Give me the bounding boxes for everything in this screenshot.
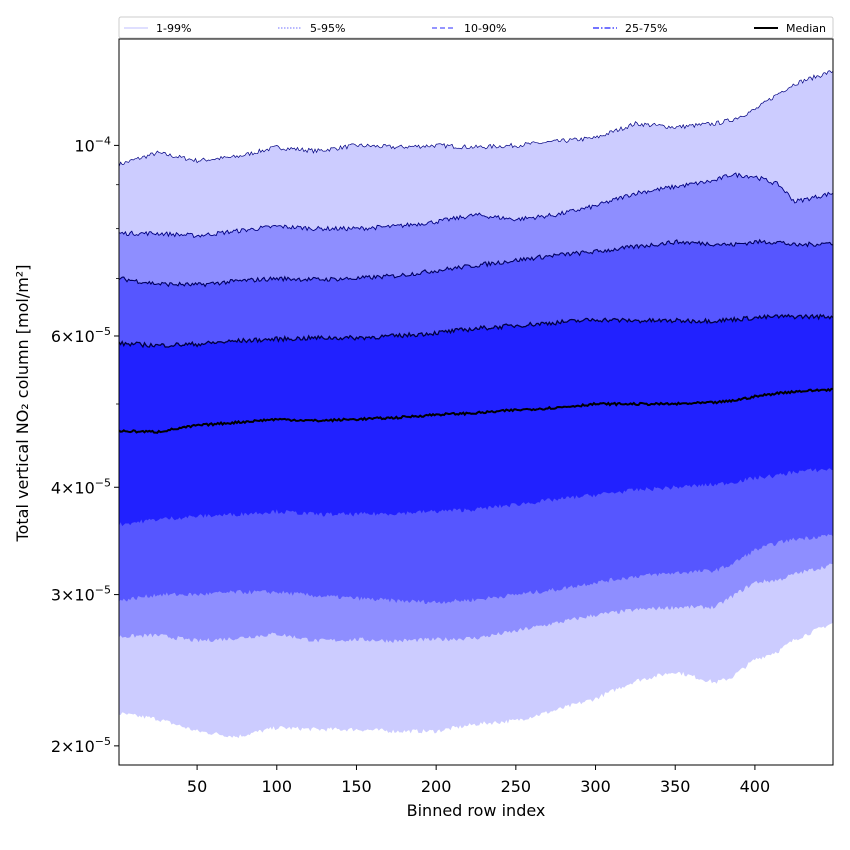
band-upper-line-1-99% bbox=[119, 70, 833, 167]
x-tick-label: 100 bbox=[262, 777, 293, 796]
legend-label: 5-95% bbox=[310, 22, 345, 35]
x-tick-label: 350 bbox=[660, 777, 691, 796]
legend-label: Median bbox=[786, 22, 826, 35]
x-tick-label: 250 bbox=[501, 777, 532, 796]
x-tick-label: 150 bbox=[341, 777, 372, 796]
legend-label: 25-75% bbox=[625, 22, 667, 35]
legend-box bbox=[118, 16, 834, 39]
median-line bbox=[119, 387, 833, 434]
y-tick-label: 10−4 bbox=[74, 134, 111, 155]
y-axis-label: Total vertical NO₂ column [mol/m²] bbox=[13, 265, 32, 543]
band-upper-line-5-95% bbox=[119, 172, 833, 239]
x-tick-label: 300 bbox=[580, 777, 611, 796]
y-tick-label: 2×10−5 bbox=[51, 735, 111, 756]
y-axis: 2×10−5 3×10−5 4×10−5 6×10−5 10−4 bbox=[51, 134, 119, 756]
x-tick-label: 200 bbox=[421, 777, 452, 796]
y-tick-label: 3×10−5 bbox=[51, 584, 111, 605]
x-tick-label: 400 bbox=[740, 777, 771, 796]
y-tick-label: 4×10−5 bbox=[51, 476, 111, 497]
x-axis: 50 100 150 200 250 300 350 400 bbox=[187, 765, 770, 796]
x-tick-label: 50 bbox=[187, 777, 207, 796]
plot-area bbox=[119, 70, 833, 739]
band-upper-line-10-90% bbox=[119, 238, 833, 288]
legend-label: 10-90% bbox=[464, 22, 506, 35]
legend-label: 1-99% bbox=[156, 22, 191, 35]
legend: 1-99% 5-95% 10-90% 25-75% Median bbox=[118, 16, 834, 39]
band-25-75% bbox=[119, 314, 833, 527]
plot-frame bbox=[118, 38, 834, 766]
band-upper-line-25-75% bbox=[119, 313, 833, 349]
y-tick-label: 6×10−5 bbox=[51, 325, 111, 346]
x-axis-label: Binned row index bbox=[407, 801, 546, 820]
